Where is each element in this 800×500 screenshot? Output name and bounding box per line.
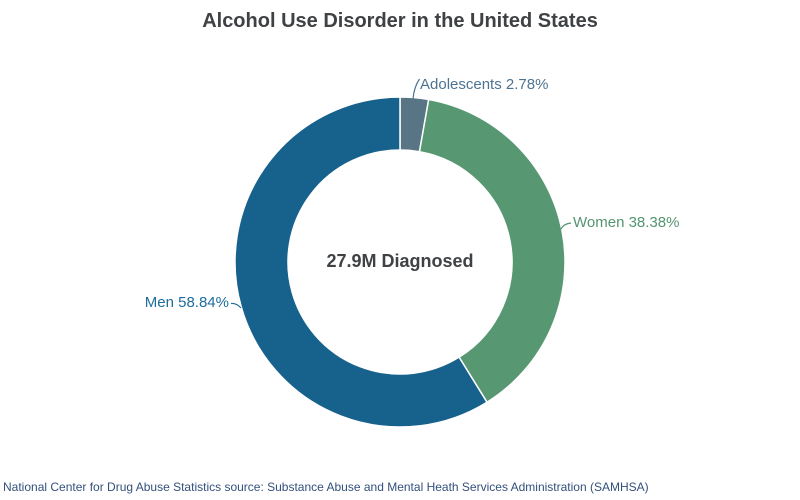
- chart-title: Alcohol Use Disorder in the United State…: [202, 10, 598, 32]
- donut-segment-men: [234, 96, 489, 428]
- leader-line-adolescents: [412, 78, 420, 100]
- leader-line-women: [559, 222, 572, 230]
- donut-segments: [234, 96, 566, 428]
- donut-center-label: 27.9M Diagnosed: [326, 251, 473, 271]
- slice-label-men: Men 58.84%: [145, 294, 229, 311]
- leader-line-men: [230, 302, 242, 309]
- slice-label-adolescents: Adolescents 2.78%: [420, 76, 548, 93]
- donut-segment-women: [418, 98, 566, 404]
- slice-label-women: Women 38.38%: [573, 214, 679, 231]
- source-attribution: National Center for Drug Abuse Statistic…: [3, 480, 649, 494]
